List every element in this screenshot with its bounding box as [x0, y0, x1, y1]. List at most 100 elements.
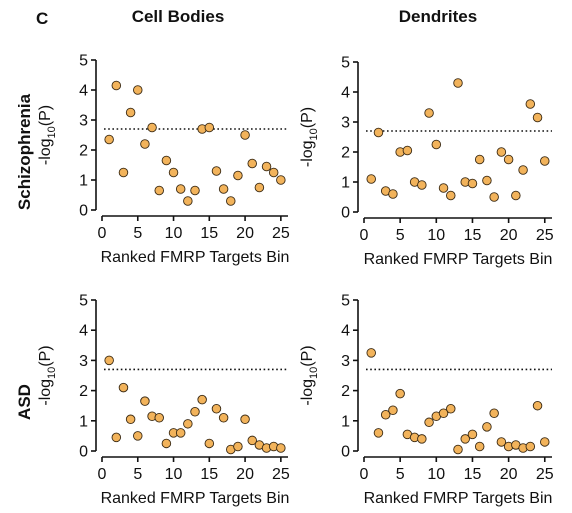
x-tick-label: 25 — [536, 227, 554, 244]
panel-letter: C — [36, 9, 48, 28]
data-point-20 — [241, 131, 250, 140]
data-point-17 — [219, 185, 228, 194]
x-tick-label: 20 — [500, 227, 518, 244]
x-axis-title: Ranked FMRP Targets Bin — [364, 490, 553, 507]
column-title-cell-bodies: Cell Bodies — [132, 7, 225, 26]
y-tick-label: 0 — [341, 444, 350, 461]
data-point-12 — [184, 197, 193, 206]
panel-cell-bodies-asd: 0123450 5 10 15 20 25Ranked FMRP Targets Bin-… — [37, 293, 290, 508]
data-point-7 — [148, 123, 157, 132]
y-tick-label: 4 — [79, 83, 88, 100]
data-point-9 — [425, 109, 434, 118]
data-point-20 — [241, 415, 250, 424]
data-point-1 — [105, 356, 114, 365]
data-point-4 — [126, 108, 135, 117]
data-point-13 — [454, 445, 463, 454]
data-point-15 — [468, 430, 477, 439]
data-point-16 — [212, 167, 221, 176]
x-tick-label: 15 — [464, 466, 482, 483]
data-point-2 — [112, 81, 121, 90]
data-point-11 — [439, 184, 448, 193]
row-label-asd: ASD — [15, 384, 34, 420]
x-axis-title: Ranked FMRP Targets Bin — [101, 490, 290, 507]
y-tick-label: 2 — [79, 383, 88, 400]
data-point-25 — [540, 157, 549, 166]
data-point-4 — [389, 190, 398, 199]
x-tick-label: 20 — [236, 225, 254, 242]
data-point-25 — [277, 176, 286, 185]
x-tick-label: 15 — [464, 227, 482, 244]
x-tick-label: 10 — [427, 466, 445, 483]
x-tick-label: 20 — [236, 466, 254, 483]
y-tick-label: 3 — [341, 353, 350, 370]
data-point-4 — [126, 415, 135, 424]
data-point-9 — [425, 418, 434, 427]
y-tick-label: 1 — [341, 413, 350, 430]
data-point-8 — [418, 435, 427, 444]
x-tick-label: 25 — [272, 466, 290, 483]
data-point-3 — [119, 383, 128, 392]
y-axis-title: -log10(P) — [37, 345, 58, 405]
data-point-3 — [119, 168, 128, 177]
data-point-11 — [176, 185, 185, 194]
data-point-1 — [105, 135, 114, 144]
x-tick-label: 5 — [396, 227, 405, 244]
data-point-15 — [205, 439, 214, 448]
data-point-24 — [533, 113, 542, 122]
panel-dendrites-schizophrenia: 0 1 2 3 4 5 0 5 10 15 20 25 Ranked FMRP Targets Bin -… — [299, 55, 554, 269]
y-tick-label: 2 — [341, 383, 350, 400]
y-tick-label: 2 — [341, 145, 350, 162]
data-point-19 — [234, 442, 243, 451]
data-point-18 — [490, 193, 499, 202]
x-tick-label: 0 — [360, 466, 369, 483]
data-point-5 — [396, 389, 405, 398]
data-point-13 — [191, 186, 200, 195]
data-point-1 — [367, 349, 376, 358]
y-tick-label: 1 — [79, 413, 88, 430]
data-point-10 — [432, 140, 441, 149]
y-tick-label: 3 — [79, 113, 88, 130]
data-point-8 — [155, 186, 164, 195]
y-tick-label: 0 — [341, 205, 350, 222]
y-tick-label: 5 — [79, 293, 88, 310]
data-point-6 — [403, 146, 412, 155]
y-tick-label: 3 — [341, 115, 350, 132]
data-point-18 — [490, 409, 499, 418]
data-point-23 — [526, 442, 535, 451]
x-tick-label: 15 — [200, 225, 218, 242]
x-tick-label: 25 — [536, 466, 554, 483]
y-axis-title: -log10(P) — [299, 107, 320, 167]
data-point-24 — [269, 168, 278, 177]
data-point-25 — [277, 444, 286, 453]
x-tick-label: 15 — [200, 466, 218, 483]
x-tick-label: 10 — [427, 227, 445, 244]
data-point-17 — [483, 423, 492, 432]
data-point-14 — [198, 395, 207, 404]
data-point-1 — [367, 175, 376, 184]
data-point-18 — [226, 197, 235, 206]
data-point-9 — [162, 439, 171, 448]
data-point-23 — [526, 100, 535, 109]
x-tick-label: 0 — [98, 225, 107, 242]
x-tick-label: 10 — [165, 466, 183, 483]
y-tick-label: 3 — [79, 353, 88, 370]
data-point-17 — [219, 413, 228, 422]
data-point-23 — [262, 162, 271, 171]
data-point-13 — [191, 407, 200, 416]
x-tick-label: 0 — [98, 466, 107, 483]
data-point-9 — [162, 156, 171, 165]
x-tick-label: 0 — [360, 227, 369, 244]
y-tick-label: 4 — [341, 85, 350, 102]
data-point-21 — [512, 191, 521, 200]
data-point-6 — [141, 397, 150, 406]
column-title-dendrites: Dendrites — [399, 7, 477, 26]
data-point-22 — [519, 166, 528, 175]
panel-cell-bodies-schizophrenia: 0 1 2 3 4 5 0 5 10 15 20 25 Ranked FMRP Targets Bin -… — [37, 53, 290, 267]
data-point-13 — [454, 79, 463, 88]
data-point-5 — [133, 432, 142, 441]
data-point-22 — [255, 183, 264, 192]
data-point-6 — [141, 140, 150, 149]
data-point-8 — [418, 181, 427, 190]
x-tick-label: 20 — [500, 466, 518, 483]
